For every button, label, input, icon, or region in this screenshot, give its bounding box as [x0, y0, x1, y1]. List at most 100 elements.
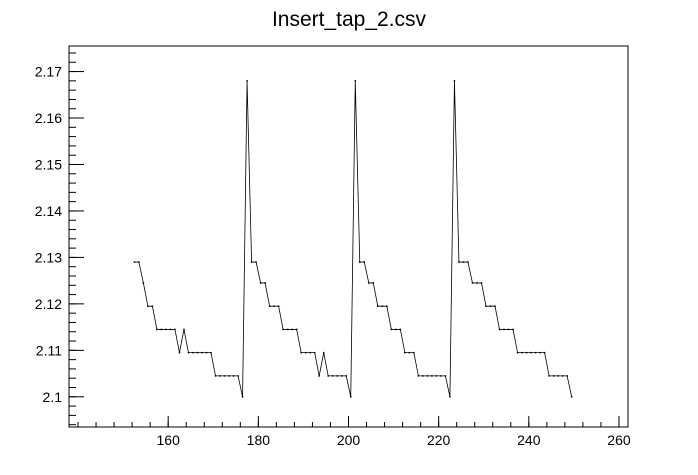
- data-point: [503, 328, 505, 331]
- data-point: [142, 282, 145, 284]
- data-point: [304, 351, 307, 354]
- data-point: [255, 261, 257, 263]
- data-point: [277, 305, 280, 307]
- x-tick-label: 220: [427, 432, 451, 448]
- data-point: [561, 375, 564, 377]
- y-tick-label: 2.14: [35, 203, 62, 219]
- chart-title: Insert_tap_2.csv: [272, 8, 427, 31]
- y-tick-label: 2.11: [36, 342, 62, 358]
- data-point: [368, 282, 370, 284]
- data-point: [359, 261, 361, 263]
- y-tick-label: 2.16: [35, 110, 62, 126]
- data-point: [449, 396, 451, 398]
- data-point: [417, 375, 420, 377]
- data-point: [422, 375, 424, 377]
- data-point: [444, 375, 447, 377]
- data-point: [268, 305, 271, 307]
- data-point: [322, 351, 325, 354]
- data-point: [331, 375, 334, 377]
- data-point: [165, 328, 167, 331]
- data-point: [521, 351, 523, 354]
- data-point: [133, 261, 136, 263]
- data-point: [548, 375, 550, 377]
- data-point: [273, 305, 275, 307]
- y-tick-label: 2.1: [43, 389, 63, 405]
- data-point: [187, 351, 190, 354]
- data-point: [196, 351, 199, 354]
- data-point: [237, 375, 239, 377]
- data-point: [174, 328, 176, 331]
- data-point: [259, 282, 262, 284]
- data-point: [557, 375, 559, 377]
- data-point: [377, 305, 379, 307]
- data-point: [395, 328, 397, 331]
- data-point: [205, 351, 208, 354]
- data-point: [327, 375, 329, 377]
- data-point: [566, 375, 568, 377]
- data-point: [471, 282, 474, 284]
- data-point: [232, 375, 235, 377]
- data-point: [512, 328, 514, 331]
- x-tick-label: 180: [247, 432, 271, 448]
- plot-frame: [68, 45, 629, 428]
- data-point: [399, 328, 402, 331]
- data-point: [350, 396, 352, 398]
- data-point: [431, 375, 433, 377]
- data-point: [340, 375, 343, 377]
- data-point: [534, 351, 537, 354]
- data-point: [354, 80, 357, 82]
- data-point: [345, 375, 347, 377]
- data-point: [147, 305, 149, 307]
- data-point: [552, 375, 555, 377]
- data-point: [169, 328, 172, 331]
- y-tick-label: 2.13: [35, 249, 62, 265]
- data-point: [192, 351, 194, 354]
- data-point: [219, 375, 221, 377]
- data-point: [386, 305, 388, 307]
- data-point: [183, 328, 185, 331]
- y-tick-label: 2.17: [35, 64, 62, 80]
- data-point: [480, 282, 483, 284]
- data-point: [264, 282, 266, 284]
- data-point: [300, 351, 302, 354]
- data-point: [489, 305, 492, 307]
- data-point: [313, 351, 316, 354]
- y-tick-label: 2.15: [35, 156, 62, 172]
- data-point: [467, 261, 469, 263]
- data-point: [228, 375, 230, 377]
- data-point: [426, 375, 429, 377]
- data-point: [318, 375, 320, 377]
- data-point: [476, 282, 478, 284]
- data-point: [539, 351, 541, 354]
- data-point: [404, 351, 406, 354]
- data-point: [498, 328, 501, 331]
- data-point: [246, 80, 248, 82]
- data-point: [462, 261, 465, 263]
- y-axis: 2.1 2.11 2.12 2.13 2.14 2.15 2.16 2.17: [35, 52, 84, 426]
- data-point: [413, 351, 415, 354]
- data-point: [295, 328, 298, 331]
- data-point: [210, 351, 212, 354]
- data-point: [372, 282, 375, 284]
- data-point: [214, 375, 217, 377]
- data-point: [494, 305, 496, 307]
- data-point: [435, 375, 438, 377]
- data-point: [291, 328, 293, 331]
- data-point: [336, 375, 338, 377]
- x-axis: 160 180 200 220 240 260: [77, 416, 631, 448]
- data-point: [156, 328, 158, 331]
- data-point: [160, 328, 163, 331]
- data-point: [250, 261, 253, 263]
- x-tick-label: 160: [157, 432, 181, 448]
- data-point: [201, 351, 203, 354]
- data-point: [178, 351, 181, 354]
- data-point: [440, 375, 442, 377]
- data-point: [408, 351, 411, 354]
- data-point: [530, 351, 532, 354]
- plot-series: [133, 80, 573, 398]
- x-tick-label: 200: [337, 432, 361, 448]
- series-line: [134, 80, 573, 397]
- data-point: [543, 351, 546, 354]
- data-point: [458, 261, 460, 263]
